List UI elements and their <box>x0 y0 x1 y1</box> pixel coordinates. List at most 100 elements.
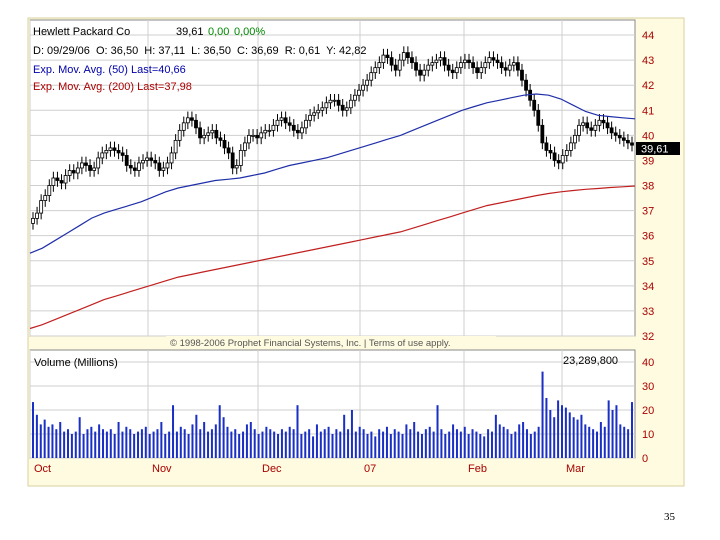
volume-bar <box>627 429 630 458</box>
candle <box>385 48 390 64</box>
candle <box>450 63 455 79</box>
candle-body <box>173 139 178 154</box>
candle-body <box>43 195 48 201</box>
candle-body <box>230 152 235 169</box>
volume-bar <box>144 426 147 458</box>
candle <box>442 51 447 72</box>
volume-bar <box>210 429 213 458</box>
candle-body <box>487 57 492 64</box>
price-y-axis: 32 33 34 35 36 37 38 39 40 41 42 43 44 <box>642 30 654 343</box>
candle-body <box>532 99 537 111</box>
candle-body <box>426 64 431 71</box>
candle-body <box>153 160 158 164</box>
volume-bar <box>471 429 474 458</box>
volume-bar <box>576 419 579 458</box>
candle-body <box>381 54 386 64</box>
volume-bar <box>300 434 303 458</box>
candle-body <box>202 134 207 139</box>
candle-body <box>340 104 345 111</box>
candle <box>190 111 194 127</box>
candle-body <box>524 79 528 91</box>
candle <box>585 116 590 135</box>
volume-bar <box>109 429 112 458</box>
volume-bar <box>55 429 58 458</box>
volume-bar <box>327 426 330 458</box>
candle <box>418 63 423 82</box>
volume-bar <box>401 434 404 458</box>
candle-body <box>385 54 390 59</box>
volume-bar <box>195 414 198 458</box>
candle-body <box>609 127 614 134</box>
candle <box>328 93 333 110</box>
x-tick-label: Mar <box>566 463 585 475</box>
candle-body <box>348 99 353 109</box>
volume-bar <box>444 434 447 458</box>
volume-bar <box>533 431 536 458</box>
volume-bar <box>129 429 132 458</box>
candle <box>206 126 211 142</box>
volume-bar <box>160 422 163 458</box>
candle <box>51 171 56 192</box>
candle <box>536 104 541 132</box>
candle-body <box>491 57 496 61</box>
volume-y-tick-label: 20 <box>642 405 654 417</box>
volume-bar <box>152 431 155 458</box>
volume-bar <box>467 434 470 458</box>
candle <box>348 93 353 115</box>
volume-bar <box>175 431 178 458</box>
candle-body <box>418 69 423 76</box>
volume-bar <box>385 426 388 458</box>
price-change: 0,00 <box>208 26 229 38</box>
x-tick-label: Feb <box>468 463 487 475</box>
price-y-tick-label: 37 <box>642 206 654 218</box>
volume-bar <box>572 417 575 458</box>
volume-bar <box>494 414 497 458</box>
candle <box>279 111 284 127</box>
volume-bar <box>137 431 140 458</box>
candle <box>626 134 630 150</box>
volume-bar <box>292 429 295 458</box>
volume-bar-series <box>32 371 633 458</box>
last-price: 39,61 <box>176 26 204 38</box>
candle <box>169 146 174 170</box>
candle <box>194 114 198 135</box>
candle-body <box>621 137 626 141</box>
candle <box>324 96 329 115</box>
candle-body <box>589 127 594 131</box>
candle-body <box>124 155 129 166</box>
volume-bar <box>502 426 505 458</box>
candle-body <box>389 57 394 66</box>
candle <box>230 146 235 175</box>
candle-body <box>267 129 272 132</box>
volume-bar <box>121 431 124 458</box>
volume-bar <box>397 431 400 458</box>
volume-bar <box>43 419 46 458</box>
candle-body <box>507 64 512 71</box>
candle-body <box>75 167 80 174</box>
candle-body <box>71 170 76 174</box>
candle-body <box>59 180 64 184</box>
candle <box>316 104 321 120</box>
candle <box>259 126 264 145</box>
candle-body <box>377 62 382 69</box>
volume-bar <box>331 434 334 458</box>
volume-bar <box>230 431 233 458</box>
candle <box>516 56 520 77</box>
candle <box>108 141 113 157</box>
candle-body <box>271 124 276 131</box>
candle-body <box>361 84 365 91</box>
volume-bar <box>117 422 120 458</box>
volume-bar <box>358 426 361 458</box>
candle-body <box>405 52 410 59</box>
candle-body <box>222 139 227 149</box>
price-plot-area <box>29 19 636 337</box>
candle-body <box>100 152 105 159</box>
volume-y-tick-label: 10 <box>642 429 654 441</box>
volume-bar <box>580 414 583 458</box>
candle <box>79 156 84 175</box>
candle-body <box>357 89 361 96</box>
volume-bar <box>39 424 42 458</box>
candle-body <box>630 142 634 146</box>
candle-body <box>31 217 35 224</box>
candle-body <box>495 59 500 64</box>
